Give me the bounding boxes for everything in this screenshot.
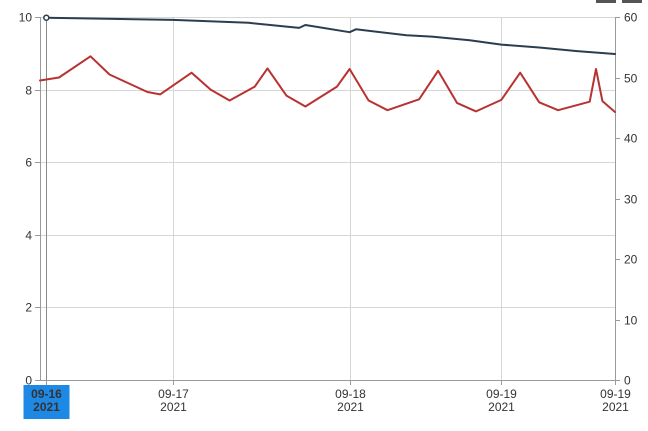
cursor-point <box>43 14 50 21</box>
x-tick-label: 09-19 <box>600 387 631 401</box>
y-right-tick-label: 0 <box>624 374 631 388</box>
y-right-tick-label: 40 <box>624 132 638 146</box>
y-left-tick-label: 10 <box>19 11 33 25</box>
axes <box>35 17 620 385</box>
series-layer <box>39 14 616 113</box>
x-tick-label: 09-16 <box>31 387 62 401</box>
grid <box>40 17 616 381</box>
series-line-right-axis <box>39 55 616 113</box>
legend <box>596 0 642 3</box>
x-tick-sublabel: 2021 <box>602 400 629 414</box>
x-tick-sublabel: 2021 <box>337 400 364 414</box>
y-left-tick-label: 0 <box>25 374 32 388</box>
legend-swatch <box>596 0 616 3</box>
x-tick-sublabel: 2021 <box>488 400 515 414</box>
x-tick-label: 09-18 <box>335 387 366 401</box>
y-right-tick-label: 60 <box>624 11 638 25</box>
y-right-tick-label: 20 <box>624 253 638 267</box>
x-tick-highlight <box>23 385 70 419</box>
y-right-tick-label: 50 <box>624 72 638 86</box>
y-left-tick-label: 8 <box>25 84 32 98</box>
x-tick-label: 09-19 <box>486 387 517 401</box>
y-left-tick-label: 4 <box>25 229 32 243</box>
series-line-left-axis <box>45 16 616 55</box>
y-right-tick-label: 10 <box>624 314 638 328</box>
x-tick-sublabel: 2021 <box>33 400 60 414</box>
y-right-tick-label: 30 <box>624 193 638 207</box>
x-tick-label: 09-17 <box>158 387 189 401</box>
x-tick-sublabel: 2021 <box>160 400 187 414</box>
y-left-tick-label: 6 <box>25 156 32 170</box>
y-left-tick-label: 2 <box>25 301 32 315</box>
tick-labels: 0246810010203040506009-16202109-17202109… <box>19 11 638 419</box>
legend-swatch <box>622 0 642 3</box>
